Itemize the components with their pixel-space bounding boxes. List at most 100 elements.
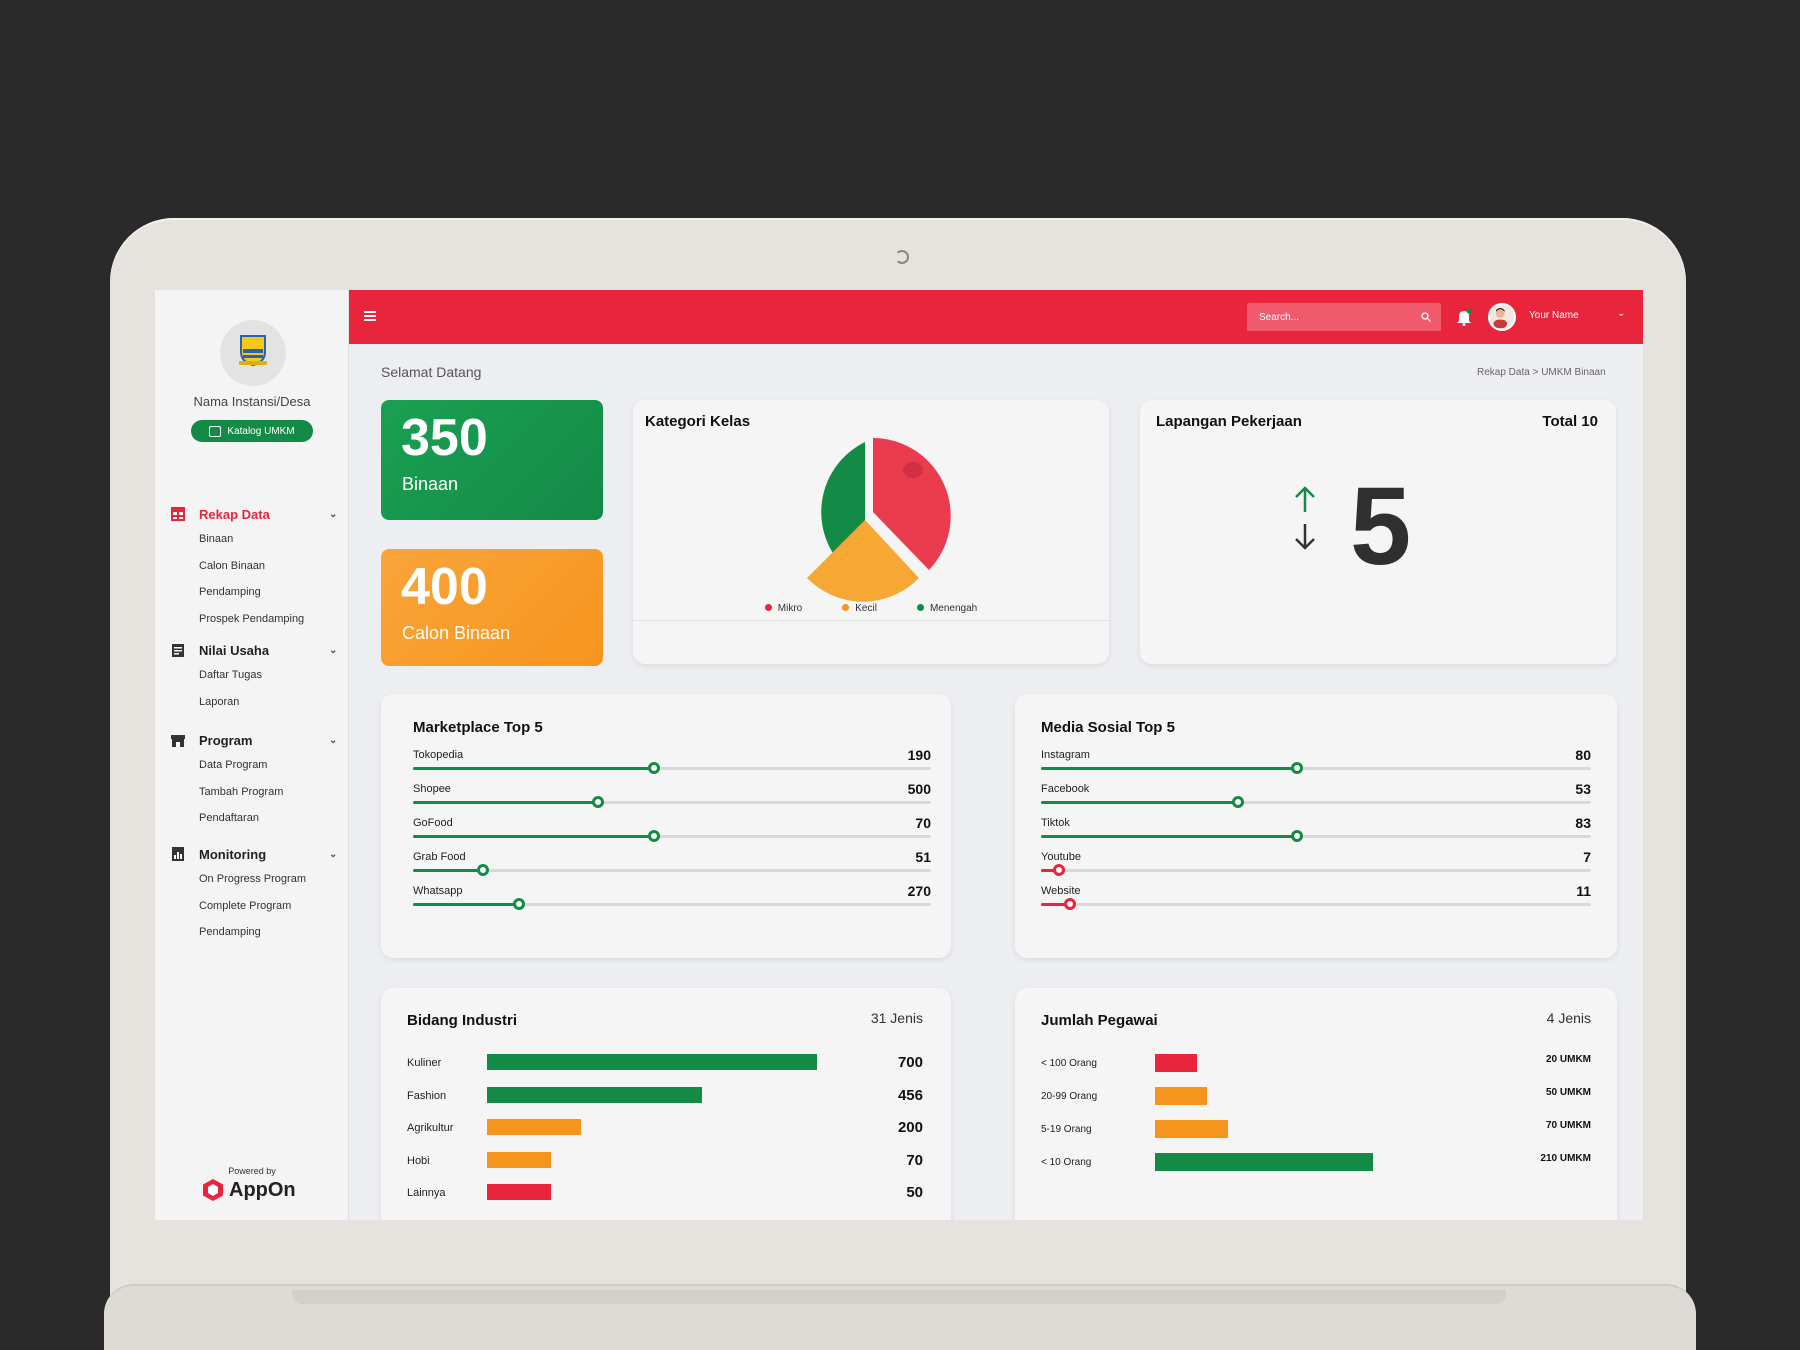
nav-item-pendaftaran[interactable]: Pendaftaran bbox=[199, 812, 259, 824]
slider-track[interactable] bbox=[1041, 796, 1591, 808]
marketplace-value: 51 bbox=[915, 849, 931, 865]
media-name: Instagram bbox=[1041, 749, 1090, 761]
marketplace-name: Grab Food bbox=[413, 851, 466, 863]
search-icon[interactable] bbox=[1421, 312, 1431, 322]
slider-fill bbox=[413, 869, 483, 872]
pie-slice-kecil bbox=[807, 520, 919, 602]
slider-handle[interactable] bbox=[592, 796, 605, 808]
nav-item-complete-program[interactable]: Complete Program bbox=[199, 899, 292, 912]
slider-handle[interactable] bbox=[513, 898, 526, 910]
card-kategori-kelas: Kategori Kelas Mikro Kecil Menengah bbox=[633, 400, 1109, 664]
stat-card-calon-binaan[interactable]: 400 Calon Binaan bbox=[381, 549, 603, 666]
nav-item-pendamping-monitoring[interactable]: Pendamping bbox=[199, 926, 261, 938]
search-input[interactable] bbox=[1247, 303, 1407, 331]
slider-track[interactable] bbox=[1041, 864, 1591, 876]
slider-handle[interactable] bbox=[1231, 796, 1244, 808]
slider-track[interactable] bbox=[413, 864, 931, 876]
legend-item-kecil: Kecil bbox=[842, 603, 877, 614]
slider-track[interactable] bbox=[413, 830, 931, 842]
nav-monitoring[interactable]: Monitoring ⌄ bbox=[171, 842, 341, 866]
pie-legend: Mikro Kecil Menengah bbox=[633, 603, 1109, 614]
pegawai-value: 50 UMKM bbox=[1545, 1087, 1591, 1098]
slider-handle[interactable] bbox=[1290, 830, 1303, 842]
slider-handle[interactable] bbox=[1290, 762, 1303, 774]
stat-card-binaan[interactable]: 350 Binaan bbox=[381, 400, 603, 520]
bidang-value: 70 bbox=[906, 1151, 923, 1169]
page-title: Selamat Datang bbox=[381, 364, 482, 380]
bidang-title: Bidang Industri bbox=[407, 1012, 517, 1029]
media-value: 11 bbox=[1576, 883, 1591, 899]
menu-icon[interactable] bbox=[364, 311, 376, 321]
nav-item-on-progress-program[interactable]: On Progress Program bbox=[199, 873, 306, 885]
nav-section-nilai-usaha: Nilai Usaha ⌄ Daftar Tugas Laporan bbox=[171, 638, 341, 715]
marketplace-row: Shopee 500 bbox=[413, 781, 931, 813]
slider-track[interactable] bbox=[1041, 830, 1591, 842]
slider-fill bbox=[1041, 767, 1297, 770]
nav-item-data-program[interactable]: Data Program bbox=[199, 759, 268, 771]
nav-item-prospek-pendamping[interactable]: Prospek Pendamping bbox=[199, 612, 305, 625]
media-name: Tiktok bbox=[1041, 817, 1070, 829]
user-name[interactable]: Your Name bbox=[1529, 310, 1579, 321]
nav-rekap-data[interactable]: Rekap Data ⌄ bbox=[171, 502, 341, 526]
katalog-umkm-button[interactable]: Katalog UMKM bbox=[191, 420, 313, 442]
media-title: Media Sosial Top 5 bbox=[1041, 719, 1175, 736]
bidang-name: Lainnya bbox=[407, 1187, 446, 1199]
org-logo[interactable] bbox=[220, 320, 286, 386]
card-lapangan-pekerjaan: Lapangan Pekerjaan Total 10 5 bbox=[1140, 400, 1616, 664]
bidang-bar bbox=[487, 1054, 817, 1070]
media-row: Facebook 53 bbox=[1041, 781, 1591, 813]
user-avatar-icon bbox=[1493, 308, 1508, 329]
nav-item-daftar-tugas[interactable]: Daftar Tugas bbox=[199, 669, 262, 681]
marketplace-value: 190 bbox=[907, 747, 931, 763]
nav-nilai-usaha-label: Nilai Usaha bbox=[199, 642, 270, 658]
slider-handle[interactable] bbox=[1063, 898, 1076, 910]
breadcrumb[interactable]: Rekap Data > UMKM Binaan bbox=[1477, 367, 1606, 378]
marketplace-row: Grab Food 51 bbox=[413, 849, 931, 881]
chevron-down-icon[interactable]: ⌄ bbox=[1617, 308, 1626, 319]
pegawai-row: < 10 Orang 210 UMKM bbox=[1041, 1153, 1591, 1171]
media-value: 83 bbox=[1575, 815, 1591, 831]
chevron-down-icon: ⌄ bbox=[329, 508, 338, 520]
pegawai-bar bbox=[1155, 1054, 1197, 1072]
nav-item-tambah-program[interactable]: Tambah Program bbox=[199, 785, 284, 798]
search-box bbox=[1247, 303, 1441, 331]
slider-track[interactable] bbox=[1041, 762, 1591, 774]
pegawai-row: 5-19 Orang 70 UMKM bbox=[1041, 1120, 1591, 1138]
chevron-down-icon: ⌄ bbox=[329, 644, 338, 656]
nav-monitoring-label: Monitoring bbox=[199, 846, 267, 862]
bell-icon[interactable] bbox=[1456, 308, 1472, 326]
card-bidang-industri: Bidang Industri 31 Jenis Kuliner 700 Fashi… bbox=[381, 988, 951, 1220]
pegawai-title: Jumlah Pegawai bbox=[1041, 1012, 1158, 1029]
bidang-meta: 31 Jenis bbox=[870, 1010, 923, 1026]
avatar[interactable] bbox=[1488, 303, 1516, 331]
org-name: Nama Instansi/Desa bbox=[193, 394, 311, 409]
marketplace-value: 70 bbox=[915, 815, 931, 831]
media-value: 53 bbox=[1575, 781, 1591, 797]
nav-item-binaan[interactable]: Binaan bbox=[199, 533, 234, 545]
slider-track[interactable] bbox=[413, 796, 931, 808]
slider-track[interactable] bbox=[413, 898, 931, 910]
slider-handle[interactable] bbox=[476, 864, 489, 876]
nav-item-calon-binaan[interactable]: Calon Binaan bbox=[199, 559, 266, 572]
slider-handle[interactable] bbox=[647, 830, 660, 842]
slider-track[interactable] bbox=[413, 762, 931, 774]
sidebar: Nama Instansi/Desa Katalog UMKM Rekap Da… bbox=[155, 290, 349, 1220]
slider-handle[interactable] bbox=[1052, 864, 1065, 876]
pie-chart bbox=[807, 438, 951, 602]
bidang-name: Kuliner bbox=[407, 1057, 442, 1069]
nav-program[interactable]: Program ⌄ bbox=[171, 728, 341, 752]
card-jumlah-pegawai: Jumlah Pegawai 4 Jenis < 100 Orang 20 UMK… bbox=[1015, 988, 1617, 1220]
nav-section-monitoring: Monitoring ⌄ On Progress Program Complet… bbox=[171, 842, 341, 946]
bidang-row: Lainnya 50 bbox=[407, 1184, 923, 1202]
nav-nilai-usaha[interactable]: Nilai Usaha ⌄ bbox=[171, 638, 341, 662]
slider-track[interactable] bbox=[1041, 898, 1591, 910]
pegawai-name: < 100 Orang bbox=[1041, 1058, 1097, 1069]
slider-handle[interactable] bbox=[647, 762, 660, 774]
nav-item-pendamping[interactable]: Pendamping bbox=[199, 586, 261, 598]
pegawai-value: 70 UMKM bbox=[1545, 1120, 1591, 1131]
nav-item-laporan[interactable]: Laporan bbox=[199, 695, 240, 708]
media-name: Youtube bbox=[1041, 851, 1081, 863]
stat-calon-label: Calon Binaan bbox=[402, 623, 511, 643]
slider-fill bbox=[1041, 903, 1070, 906]
slider-fill bbox=[413, 835, 654, 838]
